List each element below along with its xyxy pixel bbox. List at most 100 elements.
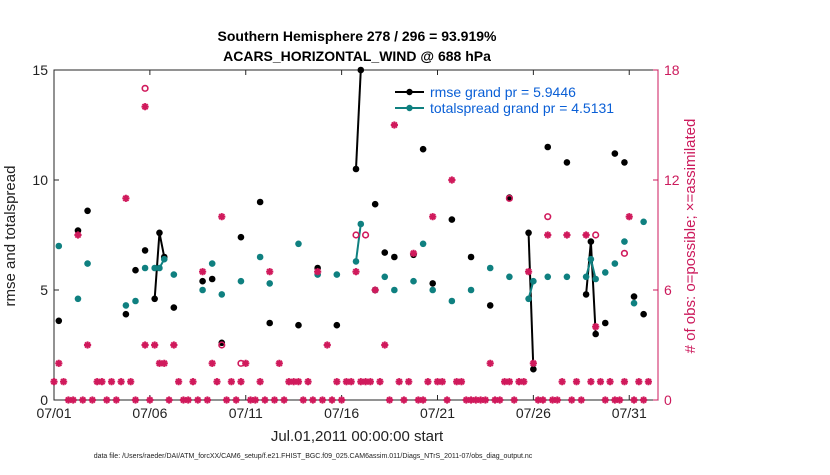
rmse-point	[611, 150, 619, 157]
obs-assimilated-stroke	[141, 341, 149, 349]
obs-assimilated-point	[50, 378, 58, 386]
spread-point	[530, 277, 537, 285]
rmse-point	[266, 319, 274, 327]
rmse-point	[621, 159, 628, 166]
obs-assimilated-point	[520, 378, 528, 386]
obs-assimilated-point	[318, 396, 327, 404]
x-tick-label: 07/06	[132, 405, 167, 421]
spread-point	[218, 291, 226, 298]
obs-assimilated-stroke	[84, 341, 91, 349]
chart-title-line1: Southern Hemisphere 278 / 296 = 93.919%	[218, 28, 498, 44]
obs-assimilated-stroke	[141, 103, 149, 110]
obs-assimilated-point	[141, 341, 149, 349]
rmse-point	[467, 253, 475, 261]
obs-assimilated-point	[160, 359, 168, 367]
obs-assimilated-point	[146, 396, 154, 404]
obs-assimilated-stroke	[271, 396, 278, 404]
obs-assimilated-point	[165, 396, 173, 404]
obs-assimilated-stroke	[108, 378, 115, 385]
obs-assimilated-stroke	[218, 213, 226, 220]
spread-point	[74, 295, 82, 303]
spread-point	[84, 260, 91, 267]
rmse-point	[170, 304, 178, 311]
obs-assimilated-point	[218, 213, 226, 221]
obs-assimilated-point	[572, 378, 581, 386]
obs-assimilated-point	[371, 286, 379, 294]
obs-assimilated-stroke	[510, 396, 518, 404]
legend-rmse-marker	[406, 88, 413, 96]
legend-spread-marker	[406, 104, 413, 112]
obs-assimilated-point	[328, 396, 336, 404]
obs-assimilated-stroke	[606, 378, 614, 385]
obs-assimilated-stroke	[578, 396, 585, 404]
obs-assimilated-point	[314, 268, 322, 276]
rmse-point	[419, 145, 427, 153]
rmse-point	[256, 198, 264, 206]
obs-assimilated-point	[568, 396, 576, 404]
spread-point	[381, 273, 389, 281]
rmse-point	[640, 310, 647, 318]
obs-assimilated-point	[409, 249, 418, 257]
obs-assimilated-stroke	[276, 360, 283, 367]
rmse-point	[352, 165, 360, 173]
obs-assimilated-point	[189, 378, 197, 386]
obs-assimilated-point	[112, 396, 120, 404]
obs-assimilated-stroke	[323, 341, 331, 349]
y-right-tick-label: 0	[664, 392, 672, 408]
obs-assimilated-point	[83, 341, 92, 349]
obs-assimilated-point	[122, 194, 130, 202]
rmse-point	[357, 66, 365, 74]
obs-assimilated-stroke	[347, 378, 355, 385]
obs-assimilated-stroke	[170, 341, 178, 349]
obs-assimilated-stroke	[204, 396, 211, 404]
rmse-point	[582, 291, 590, 298]
y-left-tick-label: 5	[40, 282, 48, 298]
obs-assimilated-point	[620, 378, 629, 386]
obs-possible-point	[544, 213, 552, 221]
obs-assimilated-point	[266, 268, 274, 276]
obs-assimilated-point	[505, 378, 513, 386]
obs-assimilated-stroke	[261, 396, 269, 404]
obs-assimilated-point	[587, 378, 595, 386]
rmse-point	[55, 317, 63, 325]
rmse-point	[391, 253, 398, 261]
obs-assimilated-stroke	[314, 268, 321, 275]
obs-assimilated-point	[184, 396, 192, 404]
obs-assimilated-point	[98, 378, 106, 386]
obs-assimilated-stroke	[304, 378, 312, 385]
obs-assimilated-point	[400, 396, 408, 404]
spread-point	[544, 273, 552, 281]
obs-assimilated-point	[175, 378, 183, 386]
obs-assimilated-stroke	[573, 378, 580, 385]
obs-assimilated-stroke	[530, 360, 537, 367]
obs-assimilated-stroke	[74, 231, 82, 239]
obs-assimilated-point	[69, 396, 77, 404]
obs-assimilated-stroke	[165, 396, 173, 404]
obs-assimilated-stroke	[381, 341, 389, 349]
obs-assimilated-stroke	[55, 360, 63, 367]
obs-assimilated-stroke	[228, 378, 235, 385]
rmse-point	[237, 233, 245, 241]
obs-assimilated-point	[448, 176, 456, 184]
obs-assimilated-stroke	[280, 396, 288, 404]
spread-point	[621, 238, 628, 245]
obs-assimilated-point	[59, 378, 68, 386]
obs-assimilated-point	[299, 396, 307, 404]
obs-assimilated-point	[232, 396, 240, 404]
obs-assimilated-point	[251, 396, 259, 404]
obs-assimilated-stroke	[405, 378, 413, 385]
rmse-point	[84, 207, 91, 215]
obs-assimilated-point	[141, 103, 149, 111]
spread-point	[160, 255, 168, 263]
obs-assimilated-stroke	[625, 213, 633, 220]
obs-possible-point	[218, 341, 226, 349]
obs-assimilated-point	[395, 378, 403, 386]
rmse-point	[208, 275, 216, 283]
obs-assimilated-stroke	[496, 396, 504, 404]
obs-assimilated-stroke	[424, 378, 432, 385]
obs-assimilated-point	[203, 396, 211, 404]
obs-assimilated-stroke	[103, 396, 111, 404]
obs-assimilated-point	[376, 378, 384, 386]
spread-point	[429, 286, 437, 294]
obs-assimilated-stroke	[645, 378, 652, 385]
